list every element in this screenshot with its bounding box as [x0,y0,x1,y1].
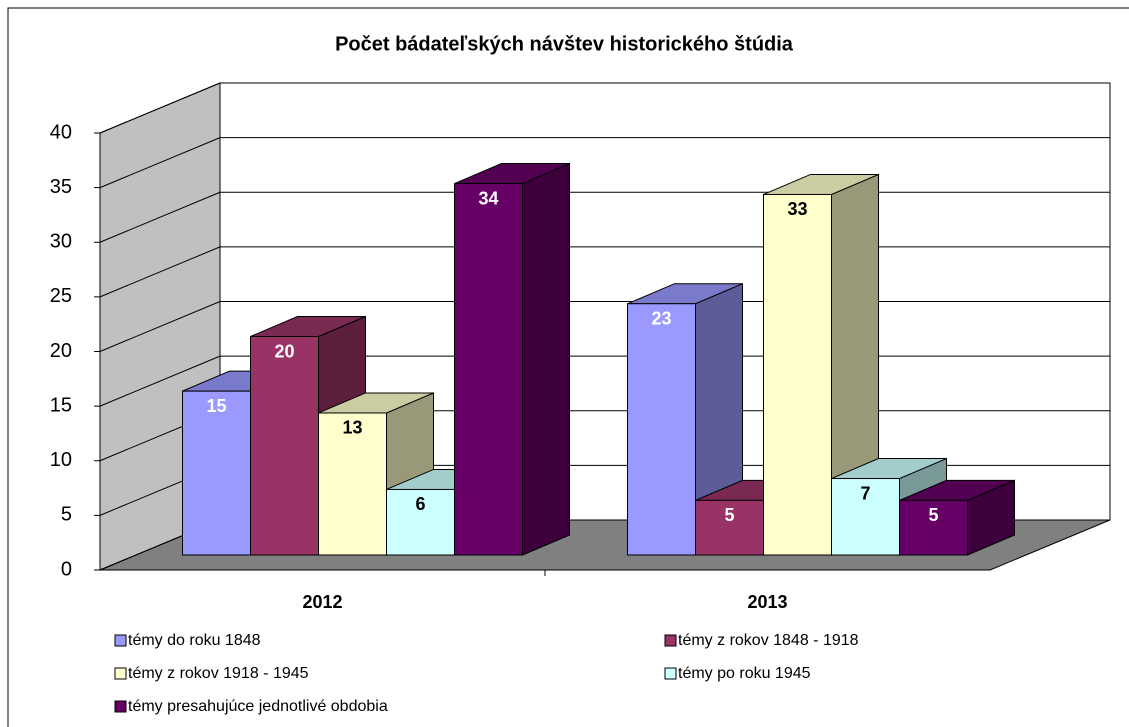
bar [627,303,696,556]
chart-title: Počet bádateľských návštev historického … [335,33,794,55]
legend-swatch [114,667,127,680]
data-label: 34 [478,188,498,208]
data-label: 33 [787,199,807,219]
legend-swatch [664,634,677,647]
bar [182,390,251,556]
bar [386,488,455,556]
bar [831,478,900,556]
x-tick-label: 2012 [302,592,342,612]
y-tick-label: 15 [50,394,72,416]
grid-line [99,301,221,352]
bar [899,499,968,556]
y-tick-label: 20 [50,340,72,362]
bar-side [522,162,570,556]
y-tick-label: 5 [61,504,72,526]
legend-swatch [114,700,127,713]
legend-swatch [114,634,127,647]
y-tick-label: 30 [50,231,72,253]
grid-line [99,137,221,189]
data-label: 5 [724,505,734,525]
legend-swatch [664,667,677,680]
grid-line [99,191,221,243]
legend-label: témy po roku 1945 [678,665,811,682]
y-tick-label: 40 [50,121,72,143]
x-tick-label: 2013 [747,592,787,612]
grid-line [99,355,221,407]
legend-label: témy z rokov 1918 - 1945 [128,665,309,682]
legend-label: témy z rokov 1848 - 1918 [678,632,859,649]
legend-label: témy do roku 1848 [128,632,261,649]
data-label: 6 [415,494,425,514]
y-tick-label: 10 [50,449,72,471]
data-label: 15 [206,396,226,416]
bar [318,412,387,556]
grid-line [99,82,221,134]
bar [250,336,319,556]
data-label: 23 [651,308,671,328]
y-tick-label: 0 [61,558,72,580]
data-label: 13 [342,418,362,438]
y-tick-label: 25 [50,285,72,307]
grid-line [99,246,221,298]
data-label: 5 [928,505,938,525]
data-label: 7 [860,483,870,503]
legend-label: témy presahujúce jednotlivé obdobia [128,698,388,715]
bar [454,183,523,556]
bar [763,193,832,556]
data-label: 20 [274,341,294,361]
y-tick-label: 35 [50,176,72,198]
bar [695,499,764,556]
